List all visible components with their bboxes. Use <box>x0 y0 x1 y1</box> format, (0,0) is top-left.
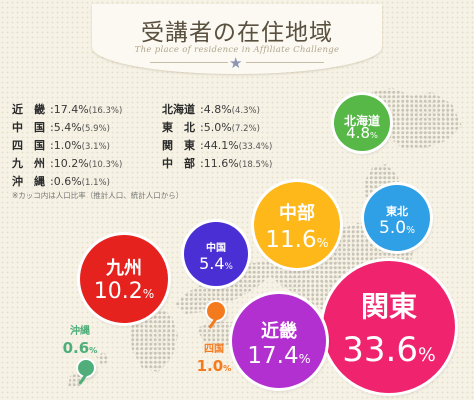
bubble-kyushu: 九州 10.2% <box>80 235 168 323</box>
region-name: 東北 <box>386 205 408 219</box>
region-name: 北海道 <box>343 113 380 128</box>
bubble-shikoku <box>207 302 225 320</box>
region-value: 10.2% <box>93 279 155 304</box>
page-subtitle: The place of residence in Affiliate Chal… <box>134 45 340 55</box>
footnote: ※カッコ内は人口比率（推計人口、統計人口から） <box>12 191 184 200</box>
stat-row-okinawa: 沖 縄:0.6%(1.1%) <box>12 175 110 188</box>
bubble-tohoku: 東北 5.0% <box>364 185 430 251</box>
map-hokkaido <box>368 88 462 150</box>
region-value: 5.4% <box>199 254 233 273</box>
bubble-chubu: 中部 11.6% <box>254 182 340 268</box>
stat-row-shikoku: 四 国:1.0%(3.1%) <box>12 139 110 152</box>
region-value: 1.0% <box>196 357 232 375</box>
stat-row-tohoku: 東 北:5.0%(7.2%) <box>162 121 260 134</box>
stat-row-chubu: 中 部:11.6%(18.5%) <box>162 157 273 170</box>
region-name: 沖縄 <box>70 326 90 337</box>
region-name: 近畿 <box>261 320 297 342</box>
region-value: 17.4% <box>247 342 311 369</box>
stat-row-hokkaido: 北海道:4.8%(4.3%) <box>162 103 260 116</box>
stat-row-kinki: 近 畿:17.4%(16.3%) <box>12 103 123 116</box>
map-kyushu <box>130 306 178 372</box>
title-banner: 受講者の在住地域 The place of residence in Affil… <box>92 4 382 74</box>
region-value: 5.0% <box>379 218 415 238</box>
ornament-line-left <box>150 62 228 63</box>
stat-row-kyushu: 九 州:10.2%(10.3%) <box>12 157 123 170</box>
region-value: 4.8% <box>346 124 378 143</box>
region-name: 中部 <box>279 203 315 225</box>
map-honshu-west <box>174 262 270 314</box>
stat-row-kanto: 関 東:44.1%(33.4%) <box>162 139 273 152</box>
region-name: 中国 <box>206 242 226 254</box>
bubble-hokkaido: 北海道 4.8% <box>334 95 390 151</box>
star-icon: ★ <box>229 54 243 72</box>
map-islands <box>96 352 110 366</box>
region-name: 関東 <box>360 289 417 323</box>
stat-row-chugoku: 中 国:5.4%(5.9%) <box>12 121 110 134</box>
label-okinawa: 沖縄 0.6% <box>55 322 105 357</box>
map-okinawa <box>68 372 86 388</box>
bubble-kinki: 近畿 17.4% <box>232 294 326 388</box>
region-name: 四国 <box>204 344 224 355</box>
region-name: 九州 <box>106 258 142 280</box>
label-shikoku: 四国 1.0% <box>189 340 239 375</box>
bubble-kanto: 関東 33.6% <box>323 261 455 393</box>
page-title: 受講者の在住地域 <box>141 20 333 46</box>
region-value: 11.6% <box>265 226 329 253</box>
bubble-okinawa <box>78 360 94 376</box>
region-value: 33.6% <box>342 329 436 370</box>
ornament-line-right <box>246 62 324 63</box>
bubble-chugoku: 中国 5.4% <box>184 222 248 286</box>
region-value: 0.6% <box>62 339 98 357</box>
